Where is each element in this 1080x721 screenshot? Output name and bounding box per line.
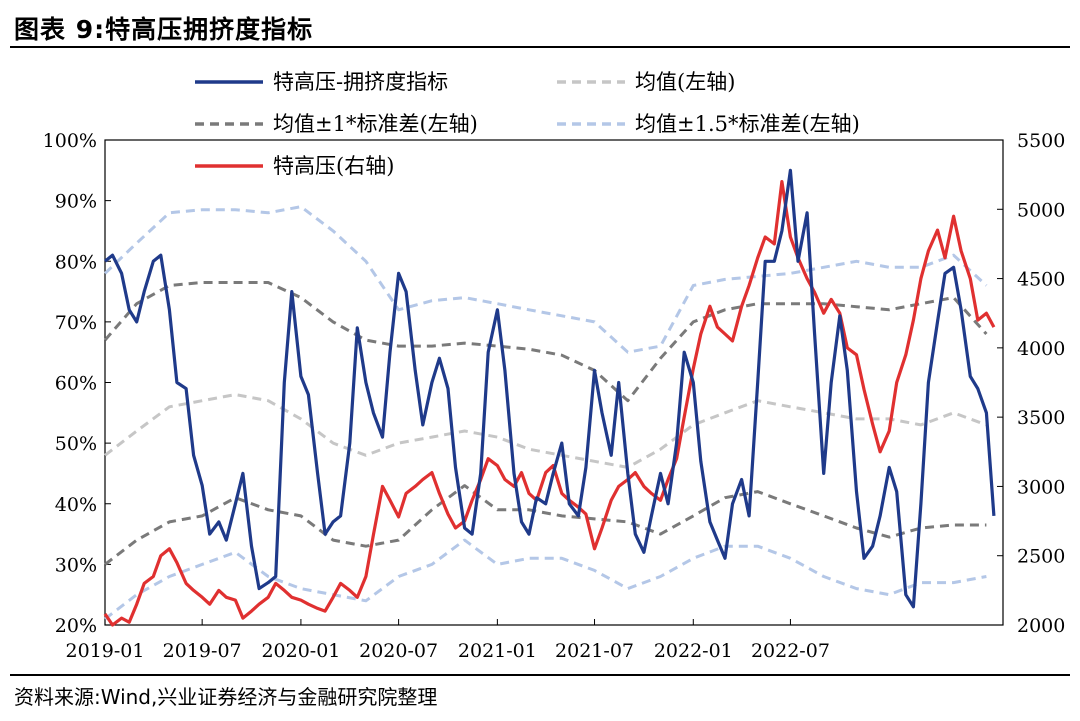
legend-label-2: 均值±1*标准差(左轴) [273,112,478,136]
legend-label-3: 均值±1.5*标准差(左轴) [635,112,860,136]
chart-legend: 特高压-拥挤度指标 均值(左轴) 均值±1*标准差(左轴) 均值±1.5*标准差(左轴… [195,70,860,178]
series-3-line [103,205,988,354]
x-tick-label: 2020-01 [261,640,340,662]
y-left-tick-label: 60% [55,373,97,395]
y-left-tick-label: 20% [55,615,97,637]
source-rule [10,674,1070,676]
x-tick-label: 2019-01 [66,640,145,662]
series-0-line [103,168,996,609]
y-right-tick-label: 3000 [1017,476,1065,498]
x-tick-label: 2022-01 [654,640,733,662]
y-right-tick-label: 2000 [1017,615,1065,637]
series-2-line [103,281,988,403]
x-tick-label: 2020-07 [359,640,438,662]
x-tick-label: 2021-07 [555,640,634,662]
y-left-tick-label: 70% [55,312,97,334]
series-2-lower-line [104,484,987,566]
series-4-line [103,180,996,627]
x-tick-label: 2022-07 [751,640,830,662]
y-right-tick-label: 2500 [1017,546,1065,568]
chart-lines [103,168,996,627]
source-note: 资料来源:Wind,兴业证券经济与金融研究院整理 [14,685,438,709]
y-right-tick-label: 4500 [1017,269,1065,291]
legend-label-4: 特高压(右轴) [273,154,394,178]
y-right-tick-label: 3500 [1017,407,1065,429]
y-left-tick-label: 50% [55,433,97,455]
y-right-tick-label: 5000 [1017,199,1065,221]
y-left-tick-label: 100% [43,130,97,152]
chart-axes: 20% 30% 40% 50% 60% 70% 80% 90% 100% 2000 2500 3000… [43,130,1066,662]
y-left-tick-label: 40% [55,494,97,516]
x-tick-label: 2019-07 [163,640,242,662]
y-right-tick-label: 5500 [1017,130,1065,152]
title-rule [10,46,1070,48]
legend-label-0: 特高压-拥挤度指标 [273,70,448,94]
series-3-lower-line [104,538,987,621]
legend-label-1: 均值(左轴) [635,70,735,94]
x-tick-label: 2021-01 [458,640,537,662]
y-left-tick-label: 90% [55,191,97,213]
page-title: 图表 9:特高压拥挤度指标 [14,15,314,44]
y-left-tick-label: 80% [55,251,97,273]
y-right-tick-label: 4000 [1017,338,1065,360]
y-left-tick-label: 30% [55,554,97,576]
